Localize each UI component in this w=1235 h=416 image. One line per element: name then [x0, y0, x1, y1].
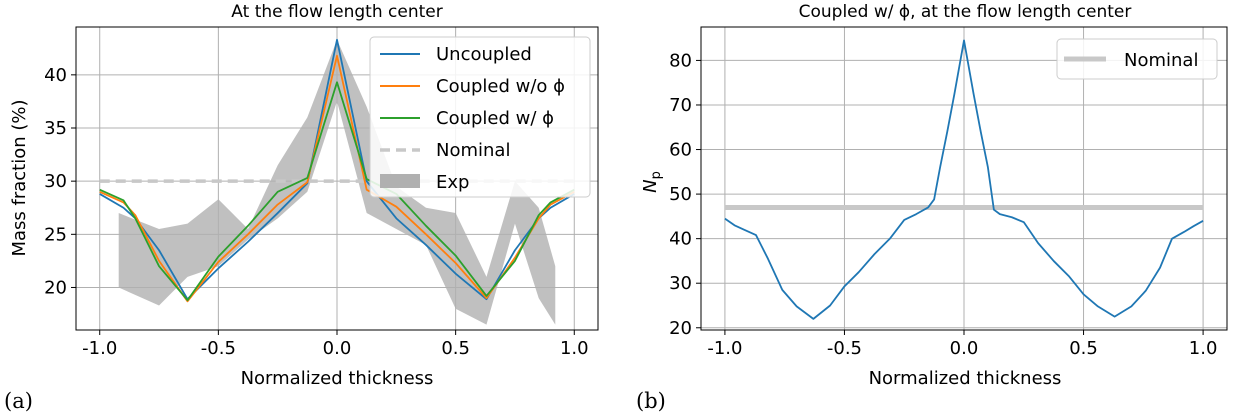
chart-b-ytick-label: 50	[669, 184, 692, 205]
legend-label-coupled-w-phi: Coupled w/ ϕ	[436, 108, 554, 129]
chart-a-title: At the flow length center	[231, 2, 442, 22]
chart-b-legend: Nominal	[1056, 38, 1218, 80]
chart-b-ytick-label: 30	[669, 273, 692, 294]
chart-a-legend: Uncoupled Coupled w/o ϕ Coupled w/ ϕ Nom…	[369, 36, 591, 198]
chart-b-xlabel: Normalized thickness	[869, 368, 1062, 389]
chart-a-ylabel: Mass fraction (%)	[9, 99, 30, 256]
legend-label-nominal-a: Nominal	[436, 140, 510, 161]
chart-a-ytick-label: 35	[44, 118, 67, 139]
series-uncoupled-line	[724, 39, 1204, 320]
legend-label-uncoupled: Uncoupled	[436, 44, 532, 65]
chart-b-ylabel: Np	[640, 171, 664, 193]
chart-b: Coupled w/ ϕ, at the flow length center …	[636, 2, 1228, 413]
chart-a-xlabel: Normalized thickness	[241, 368, 434, 389]
chart-a-xtick-label: 0.0	[323, 338, 352, 359]
chart-b-xtick-label: -1.0	[707, 338, 742, 359]
chart-a-xtick-label: -1.0	[82, 338, 117, 359]
series-coupled-w-phi-line	[99, 81, 575, 302]
chart-a-legend-box	[369, 36, 591, 198]
panel-a-label: (a)	[4, 389, 33, 413]
chart-b-ytick-label: 20	[669, 318, 692, 339]
chart-a-ticks: -1.0 -0.5 0.0 0.5 1.0 20 25 30 35 40	[44, 65, 588, 359]
chart-b-title: Coupled w/ ϕ, at the flow length center	[799, 2, 1132, 22]
chart-a: At the flow length center -1.0 -0.5 0.0 0.5…	[4, 2, 599, 413]
chart-b-ticks: -1.0 -0.5 0.0 0.5 1.0 20 30 40 50 60 70 80	[669, 50, 1217, 359]
chart-a-xtick-label: -0.5	[201, 338, 236, 359]
chart-b-legend-box	[1056, 38, 1218, 80]
legend-swatch-exp	[380, 174, 420, 188]
chart-a-xtick-label: 0.5	[441, 338, 470, 359]
chart-b-xtick-label: -0.5	[827, 338, 862, 359]
chart-a-plot-area	[99, 38, 575, 325]
chart-b-ytick-label: 80	[669, 50, 692, 71]
series-uncoupled-line	[99, 38, 575, 301]
chart-b-ytick-label: 70	[669, 95, 692, 116]
chart-b-xtick-label: 0.0	[950, 338, 979, 359]
chart-b-xtick-label: 0.5	[1069, 338, 1098, 359]
series-coupled-wo-phi-line	[99, 54, 575, 303]
chart-b-plot-area	[724, 39, 1204, 320]
chart-b-ytick-label: 40	[669, 229, 692, 250]
chart-a-ytick-label: 25	[44, 224, 67, 245]
chart-a-ytick-label: 40	[44, 65, 67, 86]
chart-b-ytick-label: 60	[669, 140, 692, 161]
legend-label-coupled-wo-phi: Coupled w/o ϕ	[436, 76, 565, 97]
chart-a-ytick-label: 20	[44, 277, 67, 298]
legend-label-nominal-b: Nominal	[1124, 50, 1198, 71]
chart-a-xtick-label: 1.0	[560, 338, 589, 359]
legend-label-exp: Exp	[436, 172, 469, 193]
panel-b-label: (b)	[636, 389, 666, 413]
chart-b-xtick-label: 1.0	[1189, 338, 1218, 359]
chart-a-ytick-label: 30	[44, 171, 67, 192]
